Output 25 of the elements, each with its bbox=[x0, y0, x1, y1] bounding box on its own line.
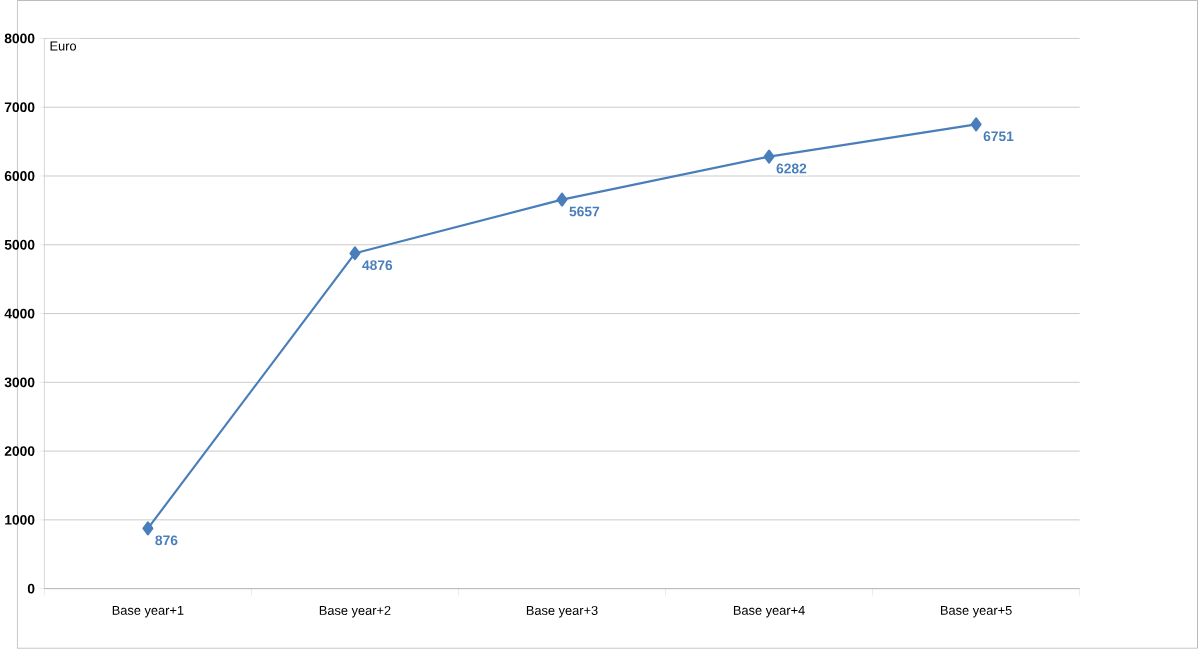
y-tick-label: 1000 bbox=[5, 515, 35, 525]
x-tick-label: Base year+4 bbox=[733, 606, 805, 618]
y-tick-label: 8000 bbox=[4, 33, 35, 44]
x-tick-label: Base year+5 bbox=[941, 606, 1012, 618]
y-tick-label: 0 bbox=[27, 583, 35, 594]
y-tick-label: 4000 bbox=[4, 308, 35, 319]
y-tick-label: 5000 bbox=[4, 239, 35, 250]
point bbox=[349, 246, 361, 261]
data-label: 4876 bbox=[362, 260, 393, 271]
x-tick-label: Base year+1 bbox=[112, 606, 184, 618]
y-tick-label: 3000 bbox=[4, 377, 35, 388]
point bbox=[763, 149, 775, 164]
y-tick-label: 7000 bbox=[4, 102, 35, 113]
x-tick-label: Base year+3 bbox=[526, 606, 598, 618]
data-label: 6751 bbox=[983, 131, 1014, 142]
point bbox=[970, 117, 982, 132]
y-tick-label: 2000 bbox=[4, 446, 35, 457]
point bbox=[142, 521, 154, 536]
data-label: 5657 bbox=[569, 206, 600, 217]
y-axis-title: Euro bbox=[50, 41, 77, 51]
point bbox=[556, 192, 568, 207]
y-tick-label: 6000 bbox=[4, 171, 35, 181]
data-label: 6282 bbox=[776, 163, 807, 174]
data-label: 876 bbox=[155, 535, 178, 546]
x-tick-label: Base year+2 bbox=[319, 606, 391, 618]
